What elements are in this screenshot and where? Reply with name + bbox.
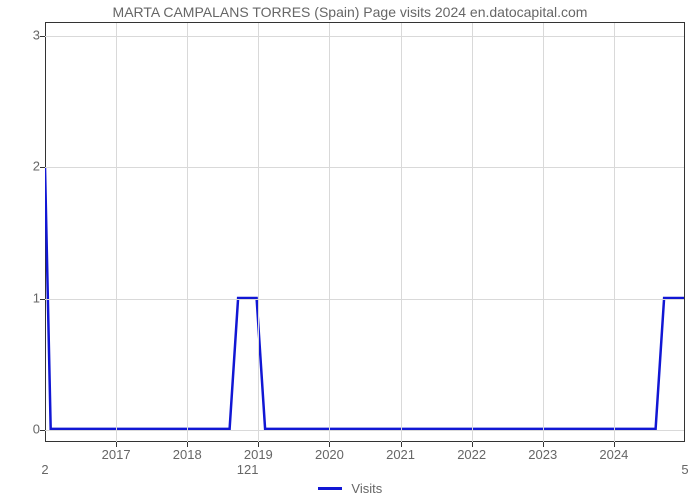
gridline-vertical xyxy=(187,23,188,442)
gridline-horizontal xyxy=(45,299,684,300)
gridline-vertical xyxy=(543,23,544,442)
y-tick-label: 3 xyxy=(24,28,40,43)
y-tick-label: 0 xyxy=(24,421,40,436)
y-tick xyxy=(40,36,45,37)
y-tick xyxy=(40,299,45,300)
x-tick-label: 2017 xyxy=(102,447,131,462)
axis-end-high: 5 xyxy=(681,462,688,477)
chart-title: MARTA CAMPALANS TORRES (Spain) Page visi… xyxy=(0,4,700,20)
legend-swatch xyxy=(318,487,342,490)
center-annotation: 121 xyxy=(237,462,259,477)
gridline-vertical xyxy=(472,23,473,442)
gridline-vertical xyxy=(401,23,402,442)
x-tick-label: 2018 xyxy=(173,447,202,462)
legend-label: Visits xyxy=(351,481,382,496)
x-tick-label: 2020 xyxy=(315,447,344,462)
gridline-horizontal xyxy=(45,36,684,37)
axis-end-low: 2 xyxy=(41,462,48,477)
gridline-vertical xyxy=(614,23,615,442)
gridline-horizontal xyxy=(45,167,684,168)
y-tick-label: 2 xyxy=(24,159,40,174)
gridline-horizontal xyxy=(45,430,684,431)
x-tick-label: 2022 xyxy=(457,447,486,462)
x-tick-label: 2019 xyxy=(244,447,273,462)
y-tick xyxy=(40,430,45,431)
legend: Visits xyxy=(0,480,700,496)
chart-container: MARTA CAMPALANS TORRES (Spain) Page visi… xyxy=(0,0,700,500)
x-tick-label: 2021 xyxy=(386,447,415,462)
gridline-vertical xyxy=(116,23,117,442)
line-series xyxy=(45,23,684,442)
gridline-vertical xyxy=(258,23,259,442)
x-tick-label: 2023 xyxy=(528,447,557,462)
gridline-vertical xyxy=(329,23,330,442)
y-tick-label: 1 xyxy=(24,290,40,305)
x-tick-label: 2024 xyxy=(599,447,628,462)
y-tick xyxy=(40,167,45,168)
plot-area xyxy=(45,22,685,442)
